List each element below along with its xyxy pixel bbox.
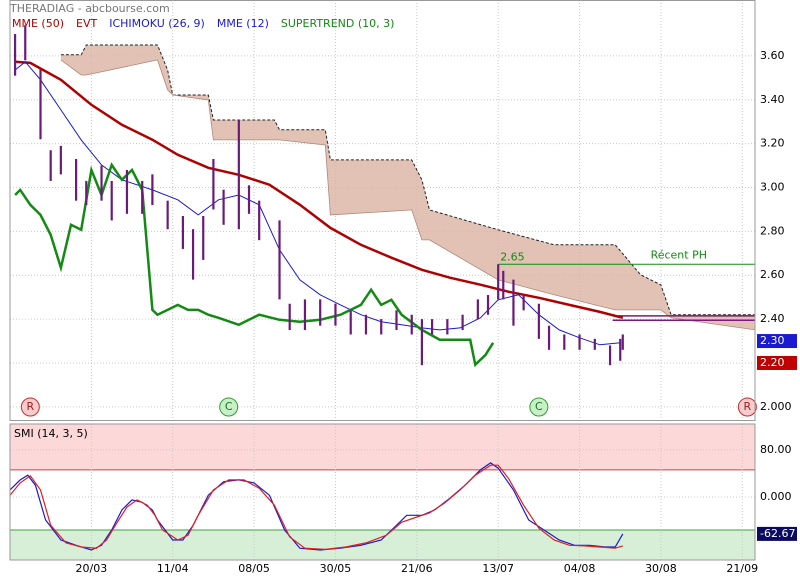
chart-title: THERADIAG - abcbourse.com <box>9 2 170 15</box>
resistance-label: 2.65 <box>500 250 525 263</box>
y-tick-label: 2.60 <box>760 268 785 281</box>
smi-lower-zone <box>10 529 755 560</box>
y-tick-label: 3.40 <box>760 93 785 106</box>
event-marker <box>529 397 549 417</box>
legend-entry: EVT <box>76 17 97 30</box>
resistance-name: Récent PH <box>651 248 707 261</box>
cloud-upper <box>60 44 755 316</box>
x-tick-label: 30/05 <box>320 562 352 575</box>
x-tick-label: 11/04 <box>157 562 189 575</box>
indicator-line <box>15 60 624 320</box>
event-label: R <box>27 400 35 413</box>
y-tick-label: 2.40 <box>760 312 785 325</box>
smi-line <box>9 464 623 551</box>
event-marker <box>20 397 40 417</box>
y-tick-label: 3.00 <box>760 181 785 194</box>
smi-last-box <box>757 526 797 541</box>
legend-entry: SUPERTREND (10, 3) <box>281 17 395 30</box>
x-tick-label: 04/08 <box>564 562 596 575</box>
legend-entry: MME (50) <box>12 17 64 30</box>
event-marker <box>219 397 239 417</box>
y-tick-label: 80.00 <box>760 443 792 456</box>
smi-frame <box>9 423 756 561</box>
smi-title: SMI (14, 3, 5) <box>14 427 88 440</box>
smi-upper-zone <box>10 424 755 470</box>
ichimoku-cloud <box>60 45 755 330</box>
event-label: C <box>535 400 543 413</box>
last-value-box <box>757 355 797 370</box>
indicator-line <box>14 61 621 346</box>
y-tick-label: 2.000 <box>760 400 792 413</box>
x-tick-label: 08/05 <box>238 562 270 575</box>
y-tick-label: 2.80 <box>760 224 785 237</box>
y-tick-label: 3.60 <box>760 49 785 62</box>
cloud-lower <box>60 59 756 331</box>
x-tick-label: 20/03 <box>76 562 108 575</box>
event-label: C <box>225 400 233 413</box>
x-tick-label: 21/06 <box>401 562 433 575</box>
last-value-label: 2.30 <box>760 334 785 347</box>
last-value-label: 2.20 <box>760 356 785 369</box>
legend-entry: MME (12) <box>217 17 269 30</box>
x-tick-label: 13/07 <box>482 562 514 575</box>
y-tick-label: 0.000 <box>760 490 792 503</box>
last-value-box <box>757 334 797 349</box>
price-frame <box>9 0 756 421</box>
legend-entry: ICHIMOKU (26, 9) <box>109 17 205 30</box>
y-tick-label: 3.20 <box>760 137 785 150</box>
x-tick-label: 30/08 <box>645 562 677 575</box>
event-label: R <box>744 400 752 413</box>
event-marker <box>737 397 757 417</box>
smi-last-label: -62.67 <box>760 527 795 540</box>
x-tick-label: 21/09 <box>726 562 758 575</box>
